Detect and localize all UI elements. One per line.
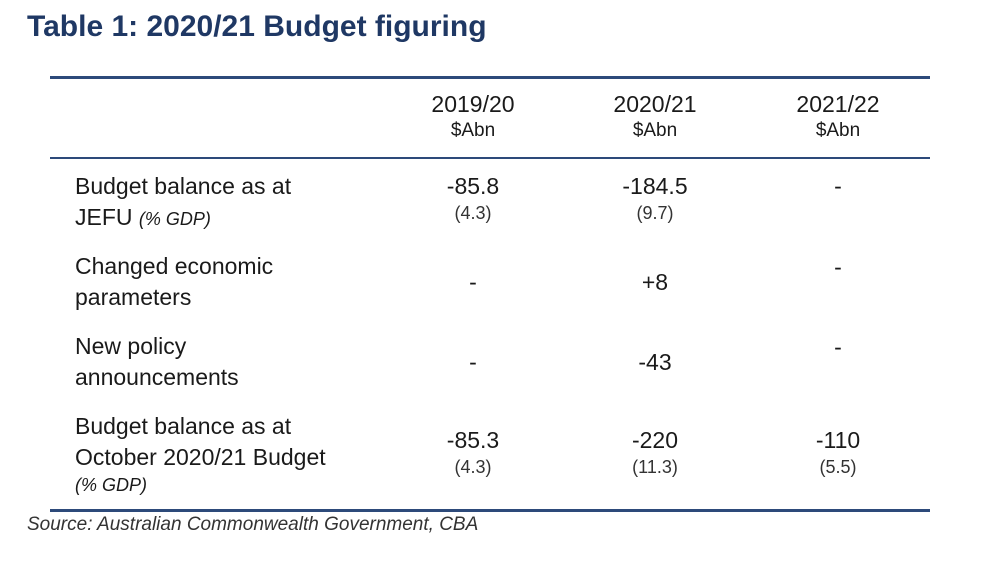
cell-economic-2021-22: - <box>753 252 923 282</box>
column-unit: $Abn <box>450 120 496 141</box>
cell-jefu-2019-20: -85.8 (4.3) <box>388 171 558 225</box>
row-label-jefu-balance: Budget balance as at JEFU (% GDP) <box>75 171 291 235</box>
cell-value: -43 <box>638 349 672 375</box>
cell-jefu-2020-21: -184.5 (9.7) <box>570 171 740 225</box>
cell-value: -220 <box>631 427 679 453</box>
table-title: Table 1: 2020/21 Budget figuring <box>27 10 487 43</box>
row-label-new-policy: New policy announcements <box>75 331 239 393</box>
cell-value: -110 <box>815 427 861 453</box>
row-label-october-balance: Budget balance as at October 2020/21 Bud… <box>75 411 326 497</box>
column-unit: $Abn <box>815 120 861 141</box>
column-year: 2021/22 <box>796 91 880 117</box>
row-label-line: JEFU (% GDP) <box>75 202 291 235</box>
cell-jefu-2021-22: - <box>753 171 923 201</box>
table-top-rule <box>50 76 930 79</box>
header-divider-rule <box>50 157 930 159</box>
row-label-text: JEFU <box>75 204 133 230</box>
cell-policy-2021-22: - <box>753 332 923 362</box>
cell-october-2021-22: -110 (5.5) <box>753 425 923 479</box>
cell-october-2019-20: -85.3 (4.3) <box>388 425 558 479</box>
cell-value: - <box>834 334 842 360</box>
row-label-line: announcements <box>75 364 239 390</box>
row-label-economic-parameters: Changed economic parameters <box>75 251 273 313</box>
row-label-pct: (% GDP) <box>75 475 147 495</box>
cell-policy-2019-20: - <box>388 347 558 377</box>
cell-pct: (4.3) <box>454 203 492 223</box>
table-bottom-rule <box>50 509 930 512</box>
cell-pct: (11.3) <box>632 457 678 477</box>
cell-value: -85.8 <box>446 173 500 199</box>
column-header-2020-21: 2020/21 $Abn <box>570 90 740 144</box>
column-header-2021-22: 2021/22 $Abn <box>753 90 923 144</box>
row-label-line: parameters <box>75 284 192 310</box>
row-label-line: Budget balance as at <box>75 413 292 439</box>
cell-value: - <box>834 173 842 199</box>
row-label-pct: (% GDP) <box>138 209 211 229</box>
cell-value: +8 <box>641 269 669 295</box>
cell-value: - <box>834 254 842 280</box>
row-label-line: October 2020/21 Budget <box>75 444 326 470</box>
row-label-line: Budget balance as at <box>75 173 292 199</box>
cell-economic-2019-20: - <box>388 267 558 297</box>
column-header-2019-20: 2019/20 $Abn <box>388 90 558 144</box>
cell-economic-2020-21: +8 <box>570 267 740 297</box>
cell-value: - <box>469 269 477 295</box>
cell-october-2020-21: -220 (11.3) <box>570 425 740 479</box>
cell-pct: (5.5) <box>819 457 857 477</box>
column-year: 2020/21 <box>613 91 697 117</box>
column-year: 2019/20 <box>431 91 515 117</box>
source-note: Source: Australian Commonwealth Governme… <box>27 514 479 535</box>
row-label-line: New policy <box>75 333 187 359</box>
row-label-line: Changed economic <box>75 253 274 279</box>
cell-value: -85.3 <box>446 427 500 453</box>
cell-pct: (9.7) <box>636 203 674 223</box>
cell-value: - <box>469 349 477 375</box>
cell-value: -184.5 <box>622 173 688 199</box>
cell-policy-2020-21: -43 <box>570 347 740 377</box>
cell-pct: (4.3) <box>454 457 492 477</box>
column-unit: $Abn <box>632 120 678 141</box>
